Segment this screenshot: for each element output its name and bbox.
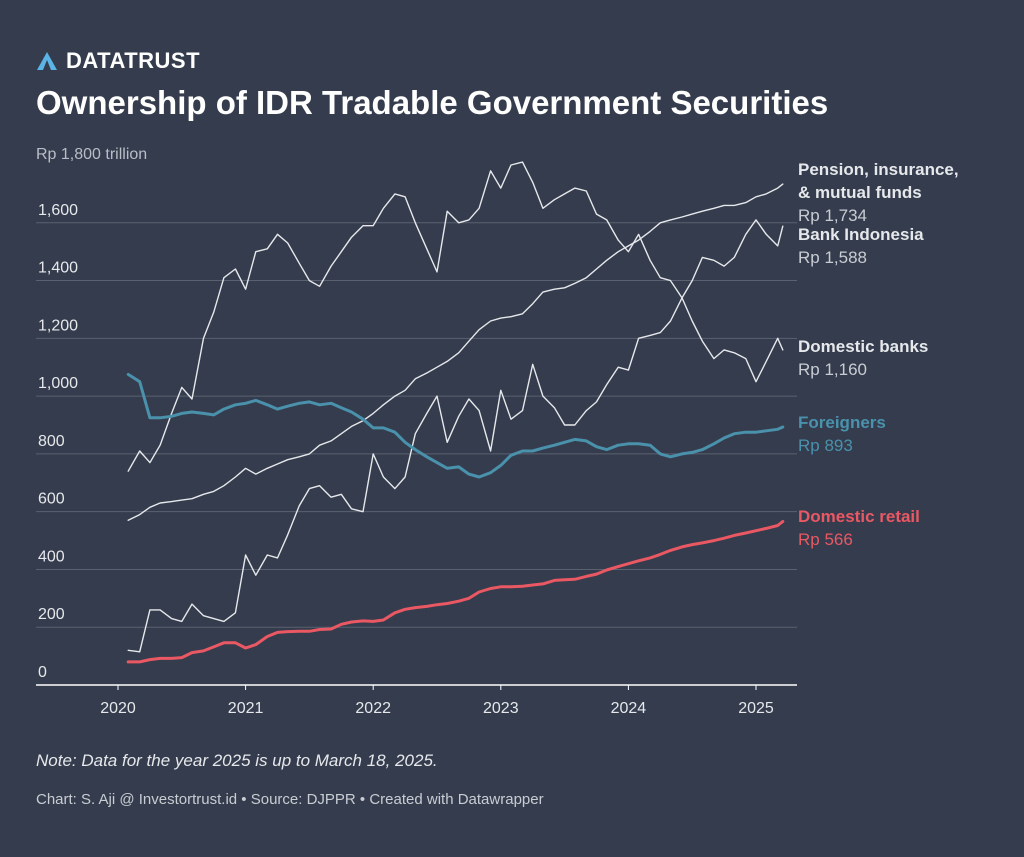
series-label-value: Rp 1,588 — [798, 248, 867, 267]
series-label-value: Rp 893 — [798, 436, 853, 455]
series-label-name: Foreigners — [798, 413, 886, 432]
x-tick-label: 2025 — [738, 700, 774, 717]
series-line-domestic-banks — [127, 161, 784, 472]
series-label-name: Pension, insurance, — [798, 160, 959, 179]
y-tick-label: 1,200 — [38, 317, 78, 334]
x-tick-label: 2020 — [100, 700, 136, 717]
series-label-value: Rp 566 — [798, 530, 853, 549]
triangle-logo-icon — [37, 52, 57, 70]
series-label-value: Rp 1,160 — [798, 360, 867, 379]
y-axis-label: Rp 1,800 trillion — [36, 146, 147, 163]
series-label-value: Rp 1,734 — [798, 206, 867, 225]
gridlines — [36, 222, 797, 628]
x-tick-label: 2023 — [483, 700, 519, 717]
chart-title: Ownership of IDR Tradable Government Sec… — [36, 84, 829, 121]
chart-credit: Chart: S. Aji @ Investortrust.id • Sourc… — [36, 791, 544, 808]
y-tick-label: 1,400 — [38, 260, 78, 277]
x-tick-label: 2024 — [611, 700, 647, 717]
y-tick-label: 0 — [38, 664, 47, 681]
brand: DATATRUST — [36, 48, 200, 74]
y-tick-label: 600 — [38, 491, 65, 508]
chart-note: Note: Data for the year 2025 is up to Ma… — [36, 751, 438, 770]
series-label-name: Domestic retail — [798, 507, 920, 526]
brand-name: DATATRUST — [66, 48, 201, 73]
series-labels: Pension, insurance, & mutual funds Rp 1,73… — [798, 160, 959, 549]
y-tick-label: 1,000 — [38, 375, 78, 392]
series-line-foreigners — [126, 372, 785, 479]
series-line-domestic-retail — [126, 520, 785, 664]
y-tick-label: 400 — [38, 548, 65, 565]
series-lines — [126, 161, 785, 664]
y-tick-label: 800 — [38, 433, 65, 450]
series-label-name: & mutual funds — [798, 183, 922, 202]
axes: 0 200 400 600 800 1,000 1,200 1,400 1,600 Rp 1,80… — [36, 146, 797, 717]
x-tick-label: 2021 — [228, 700, 264, 717]
series-label-name: Domestic banks — [798, 337, 928, 356]
series-line-pension-insurance-mutual-funds — [127, 183, 784, 521]
y-tick-label: 1,600 — [38, 202, 78, 219]
series-label-name: Bank Indonesia — [798, 225, 924, 244]
y-tick-label: 200 — [38, 606, 65, 623]
series-line-bank-indonesia — [127, 219, 784, 653]
x-tick-label: 2022 — [355, 700, 391, 717]
